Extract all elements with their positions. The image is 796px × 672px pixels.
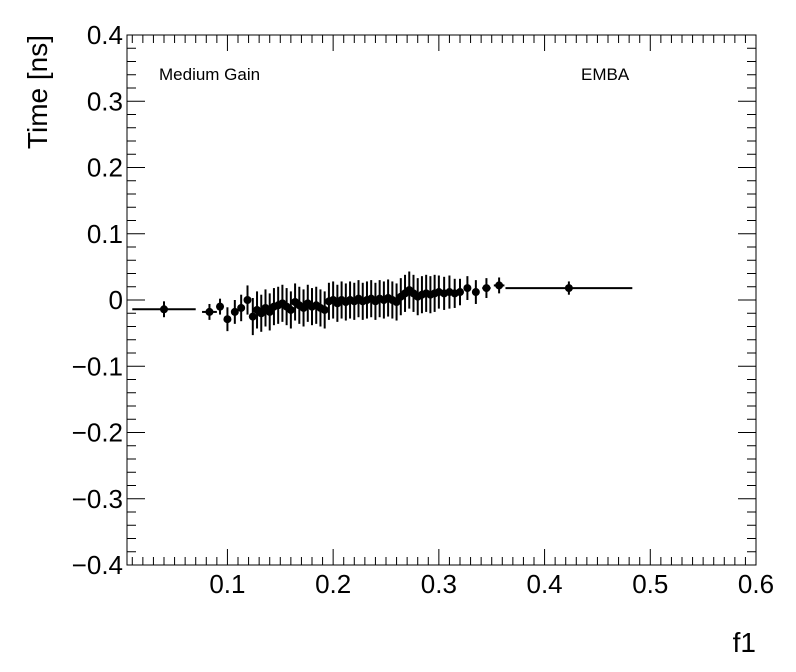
data-point — [505, 281, 633, 295]
point-marker — [243, 296, 252, 304]
data-point — [493, 277, 505, 294]
data-point — [202, 303, 217, 320]
data-point — [248, 298, 257, 336]
data-point — [223, 307, 232, 332]
point-marker — [216, 302, 225, 311]
axis-ticks — [127, 34, 757, 566]
y-tick-label: 0.3 — [87, 86, 123, 116]
data-point — [216, 298, 225, 315]
y-tick-label: 0.2 — [87, 153, 123, 183]
x-tick-label: 0.5 — [632, 569, 668, 599]
annotation-gain: Medium Gain — [159, 65, 260, 84]
point-marker — [320, 305, 329, 314]
point-marker — [205, 307, 214, 316]
point-marker — [248, 312, 257, 321]
point-marker — [471, 288, 480, 297]
y-tick-label: 0.4 — [87, 20, 123, 50]
point-marker — [223, 315, 232, 324]
y-tick-label: −0.1 — [72, 351, 123, 381]
y-tick-label: 0.1 — [87, 219, 123, 249]
y-tick-label: 0 — [109, 285, 123, 315]
data-points — [132, 271, 633, 336]
y-tick-label: −0.4 — [72, 550, 123, 580]
data-point — [132, 301, 196, 318]
point-marker — [456, 288, 464, 297]
point-marker — [237, 303, 246, 312]
y-axis-title: Time [ns] — [22, 35, 53, 149]
data-point — [456, 278, 464, 306]
y-tick-label: −0.2 — [72, 418, 123, 448]
x-tick-label: 0.3 — [421, 569, 457, 599]
data-point — [392, 283, 401, 321]
x-axis-title: f1 — [733, 627, 756, 658]
data-point — [463, 276, 472, 300]
annotation-partition: EMBA — [581, 65, 630, 84]
point-marker — [160, 305, 168, 314]
point-marker — [463, 284, 472, 293]
data-point — [471, 280, 480, 304]
data-point — [243, 285, 252, 315]
point-marker — [564, 284, 573, 293]
data-point — [237, 294, 246, 322]
x-tick-labels: 0.1 0.2 0.3 0.4 0.5 0.6 — [209, 569, 774, 599]
y-tick-labels: −0.4 −0.3 −0.2 −0.1 0 0.1 0.2 0.3 0.4 — [72, 20, 123, 580]
data-point — [320, 291, 329, 329]
x-tick-label: 0.1 — [209, 569, 245, 599]
x-tick-label: 0.2 — [315, 569, 351, 599]
point-marker — [482, 284, 491, 293]
point-marker — [495, 281, 504, 290]
data-point — [482, 278, 491, 299]
data-point — [396, 278, 405, 316]
point-marker — [286, 305, 295, 314]
x-tick-label: 0.6 — [738, 569, 774, 599]
point-marker — [230, 307, 239, 316]
x-tick-label: 0.4 — [526, 569, 562, 599]
data-point — [286, 291, 295, 329]
y-tick-label: −0.3 — [72, 484, 123, 514]
data-point — [230, 300, 239, 324]
